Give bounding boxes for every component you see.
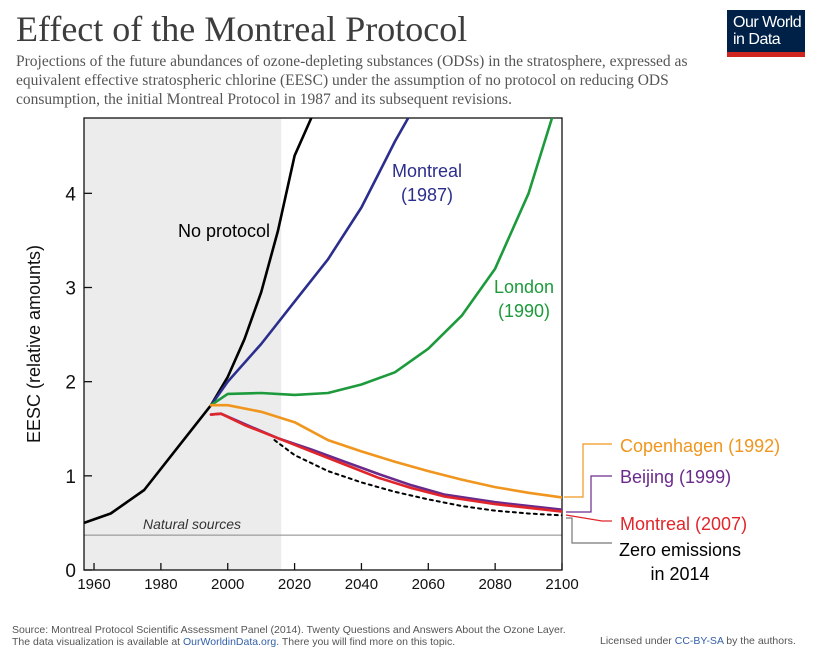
series-line-no_protocol — [84, 118, 313, 525]
y-tick-label: 4 — [65, 184, 76, 205]
source-note: Source: Montreal Protocol Scientific Ass… — [12, 624, 566, 636]
leader-line-zero_emissions — [566, 517, 612, 544]
natural-sources-label: Natural sources — [143, 516, 241, 532]
series-line-montreal_2007 — [209, 412, 562, 513]
license-link[interactable]: CC-BY-SA — [674, 635, 724, 647]
note-suffix: . There you will find more on this topic… — [276, 636, 456, 648]
license-suffix: by the authors. — [723, 635, 796, 647]
x-tick-label: 2020 — [278, 576, 311, 593]
series-label-zero_emissions: in 2014 — [650, 564, 709, 584]
license-note: Licensed under CC-BY-SA by the authors. — [600, 635, 796, 647]
leader-line-montreal_2007 — [565, 514, 612, 522]
series-line-copenhagen_1992 — [209, 403, 562, 499]
y-tick-label: 0 — [65, 561, 76, 582]
x-tick-label: 2080 — [478, 576, 511, 593]
x-tick-label: 2100 — [545, 576, 578, 593]
chart-title: Effect of the Montreal Protocol — [16, 9, 468, 49]
series-line-zero_emissions — [273, 439, 562, 517]
series-label-montreal_1987: (1987) — [401, 185, 453, 205]
historical-shading — [84, 118, 282, 570]
leader-line-beijing_1999 — [566, 475, 612, 513]
y-tick-label: 2 — [65, 373, 76, 394]
series-label-montreal_1987: Montreal — [392, 161, 462, 181]
chart-subtitle: Projections of the future abundances of … — [16, 53, 688, 108]
series-label-beijing_1999: Beijing (1999) — [620, 467, 731, 487]
series-label-copenhagen_1992: Copenhagen (1992) — [620, 436, 780, 456]
plot-frame — [83, 117, 563, 571]
visualization-note: The data visualization is available at O… — [12, 636, 566, 648]
x-tick-label: 2000 — [211, 576, 244, 593]
series-label-no_protocol: No protocol — [178, 221, 270, 241]
x-tick-label: 2040 — [345, 576, 378, 593]
x-tick-label: 1980 — [144, 576, 177, 593]
owid-logo[interactable]: Our World in Data — [727, 10, 805, 57]
license-prefix: Licensed under — [600, 635, 675, 647]
logo-line-2: in Data — [733, 31, 781, 48]
x-tick-label: 2060 — [412, 576, 445, 593]
logo-line-1: Our World — [733, 14, 802, 31]
series-label-montreal_2007: Montreal (2007) — [620, 514, 747, 534]
series-line-london_1990 — [209, 118, 554, 407]
owid-link[interactable]: OurWorldinData.org — [183, 636, 277, 648]
series-line-montreal_1987 — [209, 118, 410, 407]
footer: Source: Montreal Protocol Scientific Ass… — [12, 624, 566, 648]
logo-accent-bar — [727, 52, 805, 57]
y-axis-label: EESC (relative amounts) — [24, 245, 44, 443]
y-tick-label: 3 — [65, 279, 76, 300]
x-tick-label: 1960 — [77, 576, 110, 593]
leader-line-copenhagen_1992 — [564, 443, 612, 498]
y-tick-label: 1 — [65, 467, 76, 488]
series-label-london_1990: London — [494, 277, 554, 297]
series-label-zero_emissions: Zero emissions — [619, 540, 741, 560]
series-label-london_1990: (1990) — [498, 301, 550, 321]
note-prefix: The data visualization is available at — [12, 636, 184, 648]
